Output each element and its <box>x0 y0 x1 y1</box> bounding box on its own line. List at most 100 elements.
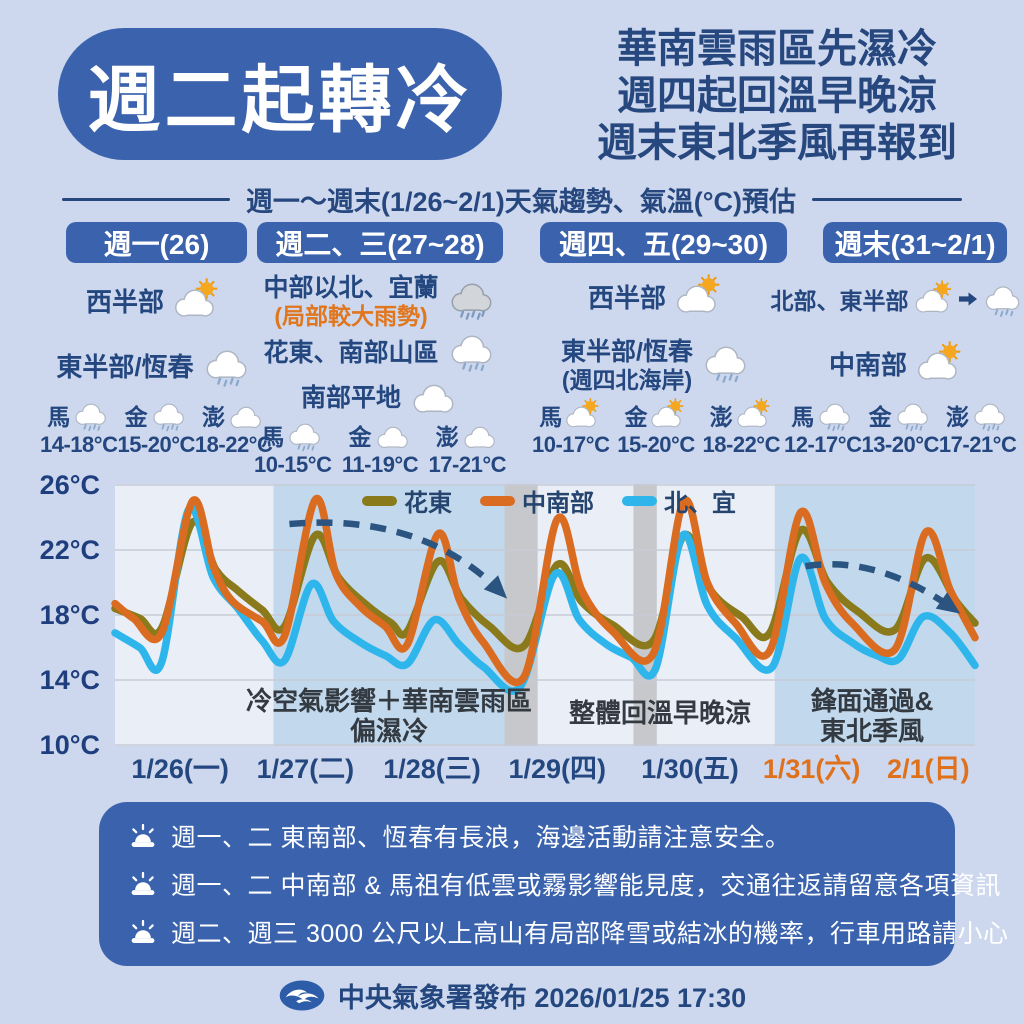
divider-line <box>61 198 230 201</box>
region-sublabel: (週四北海岸) <box>561 366 693 393</box>
subtitle: 週一～週末(1/26~2/1)天氣趨勢、氣溫(°C)預估 <box>245 187 797 217</box>
island-matsu: 馬 10-17°C <box>532 398 610 460</box>
cloud-rain-icon <box>72 398 110 432</box>
sun-cloud-icon <box>913 280 955 318</box>
forecast-column-thu-fri: 西半部 東半部/恆春 (週四北海岸) 馬 10-17°C 金 15-20°C <box>530 268 782 460</box>
warning-note-waves: 週一、二 東南部、恆春有長浪，海邊活動請注意安全。 <box>129 818 937 854</box>
temp-range: 17-21°C <box>428 452 507 477</box>
island-penghu: 澎 18-22°C <box>703 398 780 460</box>
cloud-rain-icon <box>701 339 751 384</box>
island-matsu: 馬 10-15°C <box>254 418 332 478</box>
temp-range: 15-20°C <box>117 432 195 457</box>
sun-cloud-icon <box>674 274 724 319</box>
cwa-logo-icon <box>278 979 326 1012</box>
temp-range: 15-20°C <box>617 432 695 457</box>
temp-range: 13-20°C <box>861 432 939 457</box>
svg-text:1/31(六): 1/31(六) <box>763 754 861 784</box>
island-matsu: 馬 14-18°C <box>40 398 118 460</box>
trend-arrow <box>289 519 508 599</box>
svg-text:1/27(二): 1/27(二) <box>257 754 355 784</box>
svg-text:2/1(日): 2/1(日) <box>887 754 970 784</box>
svg-text:10°C: 10°C <box>40 730 100 760</box>
main-title: 週二起轉冷 <box>87 60 473 141</box>
temperature-trend-chart: 26°C 22°C 18°C 14°C 10°C 1/26(一) 1/27(二) 1/28(三… <box>0 470 1024 800</box>
sun-cloud-icon <box>172 278 222 323</box>
forecast-row: 東半部/恆春 (週四北海岸) <box>530 332 782 392</box>
svg-text:1/26(一): 1/26(一) <box>131 754 229 784</box>
svg-text:1/29(四): 1/29(四) <box>509 754 607 784</box>
region-label: 東半部/恆春 <box>561 337 693 366</box>
region-sublabel: (局部較大雨勢) <box>274 303 428 329</box>
svg-text:22°C: 22°C <box>40 535 100 565</box>
forecast-row: 花東、南部山區 <box>252 328 508 373</box>
svg-text:14°C: 14°C <box>40 665 100 695</box>
temp-range: 18-22°C <box>194 432 273 457</box>
cloud-heavy-rain-icon <box>447 276 497 321</box>
temp-range: 10-15°C <box>254 452 332 477</box>
headline-line-2: 週四起回溫早晚涼 <box>617 74 937 118</box>
day-header-mon: 週一(26) <box>66 222 247 263</box>
forecast-column-mon: 西半部 東半部/恆春 馬 14-18°C 金 15-20°C 澎 18-22°C <box>38 268 273 460</box>
islands-row: 馬 10-17°C 金 15-20°C 澎 18-22°C <box>530 398 782 460</box>
sun-cloud-icon <box>564 398 602 432</box>
headline-line-1: 華南雲雨區先濕冷 <box>617 27 937 71</box>
svg-text:1/28(三): 1/28(三) <box>383 754 481 784</box>
temp-range: 18-22°C <box>702 432 781 457</box>
forecast-row: 西半部 <box>530 274 782 319</box>
islands-row: 馬 10-15°C 金 11-19°C 澎 17-21°C <box>252 418 508 478</box>
temp-range: 17-21°C <box>938 432 1017 457</box>
forecast-row: 西半部 <box>38 278 270 323</box>
sun-cloud-icon <box>915 341 965 386</box>
annotation-front-monsoon: 鋒面通過& 東北季風 <box>810 686 934 746</box>
legend-marker <box>480 495 515 506</box>
forecast-column-tue-wed: 中部以北、宜蘭 (局部較大雨勢) 花東、南部山區 南部平地 馬 10-15°C … <box>252 268 508 477</box>
chart-canvas: 26°C 22°C 18°C 14°C 10°C 1/26(一) 1/27(二) 1/28(三… <box>40 470 979 784</box>
siren-icon <box>129 823 157 849</box>
cloud-rain-icon <box>286 418 324 452</box>
islands-row: 馬 14-18°C 金 15-20°C 澎 18-22°C <box>38 398 273 460</box>
temp-range: 14-18°C <box>40 432 118 457</box>
region-label: 北部、東半部 <box>770 287 909 314</box>
legend-item-central-south: 中南部 <box>480 483 594 518</box>
svg-text:26°C: 26°C <box>40 470 100 500</box>
subtitle-row: 週一～週末(1/26~2/1)天氣趨勢、氣溫(°C)預估 <box>0 180 1024 219</box>
footer: 中央氣象署發布 2026/01/25 17:30 <box>0 976 1024 1015</box>
forecast-row: 東半部/恆春 <box>38 343 270 388</box>
day-header-weekend: 週末(31~2/1) <box>823 222 1007 263</box>
temp-range: 12-17°C <box>784 432 862 457</box>
annotation-rewarming: 整體回溫早晚涼 <box>568 698 752 728</box>
headline-line-3: 週末東北季風再報到 <box>597 121 957 165</box>
island-kinmen: 金 15-20°C <box>117 398 195 460</box>
day-header-thu-fri: 週四、五(29~30) <box>540 222 787 263</box>
cloud-rain-icon <box>894 398 932 432</box>
temp-range: 11-19°C <box>341 452 419 477</box>
cloud-icon <box>374 418 412 452</box>
arrow-right-icon <box>958 292 977 306</box>
cloud-rain-icon <box>202 343 252 388</box>
cloud-icon <box>409 373 459 418</box>
divider-line <box>812 198 963 201</box>
region-label: 西半部 <box>587 283 666 314</box>
region-label: 西半部 <box>85 287 164 317</box>
warning-note-snow: 週二、週三 3000 公尺以上高山有局部降雪或結冰的機率，行車用路請小心 <box>129 914 1008 950</box>
region-label: 南部平地 <box>300 383 401 412</box>
cloud-rain-icon <box>816 398 854 432</box>
region-label: 花東、南部山區 <box>263 338 439 367</box>
forecast-column-weekend: 北部、東半部 中南部 馬 12-17°C 金 13-20°C <box>771 268 1012 460</box>
forecast-row: 中南部 <box>782 341 1012 386</box>
region-label: 東半部/恆春 <box>56 352 194 382</box>
svg-text:1/30(五): 1/30(五) <box>641 754 739 784</box>
warning-note-fog: 週一、二 中南部 & 馬祖有低雲或霧影響能見度，交通往返請留意各項資訊 <box>129 866 1001 902</box>
legend-marker <box>362 495 397 506</box>
island-penghu: 澎 17-21°C <box>428 418 507 478</box>
legend-marker <box>622 495 657 506</box>
siren-icon <box>129 871 157 897</box>
island-kinmen: 金 15-20°C <box>617 398 695 460</box>
trend-arrow <box>804 561 961 614</box>
cloud-icon <box>461 418 499 452</box>
publisher-timestamp: 中央氣象署發布 2026/01/25 17:30 <box>337 983 747 1013</box>
cloud-rain-icon <box>971 398 1009 432</box>
sun-cloud-icon <box>735 398 773 432</box>
legend-item-north-yilan: 北、宜 <box>622 483 736 518</box>
